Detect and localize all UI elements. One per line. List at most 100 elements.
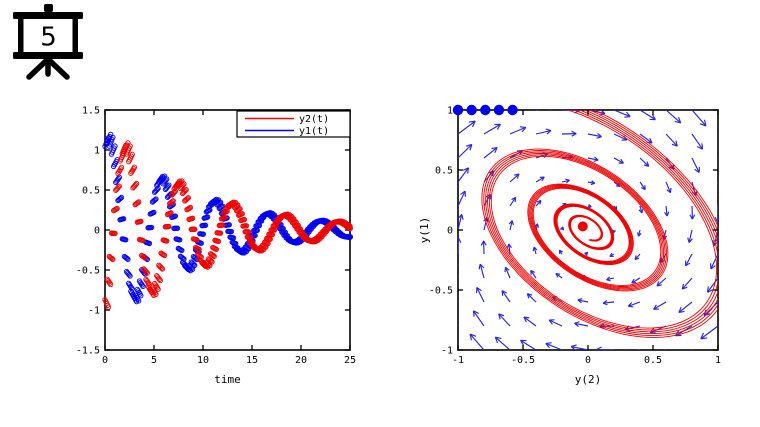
screen-bottom-rail — [13, 52, 83, 59]
marker-y2(t) — [181, 181, 187, 187]
marker-y1(t) — [256, 222, 263, 229]
marker-y2(t) — [237, 206, 243, 212]
quiver-arrowhead — [501, 290, 508, 294]
history-dot — [493, 104, 505, 116]
quiver-arrowhead — [525, 104, 529, 108]
quiver-arrowhead — [714, 217, 718, 223]
marker-y1(t) — [200, 231, 207, 237]
quiver-arrowhead — [626, 111, 631, 117]
marker-y2(t) — [172, 188, 179, 194]
quiver-arrow — [494, 336, 511, 350]
quiver-arrowhead — [533, 246, 538, 251]
marker-y1(t) — [205, 214, 211, 220]
quiver-arrow — [509, 173, 520, 183]
marker-y1(t) — [114, 157, 120, 163]
quiver-arrow — [458, 190, 466, 207]
marker-y2(t) — [217, 230, 224, 236]
quiver-arrow — [520, 339, 537, 350]
quiver-arrowhead — [656, 281, 660, 287]
quiver-arrowhead — [666, 211, 670, 217]
quiver-arrow — [472, 310, 485, 327]
quiver-arrowhead — [491, 147, 498, 150]
marker-y2(t) — [182, 187, 188, 194]
quiver-arrowhead — [696, 145, 703, 150]
marker-y1(t) — [129, 286, 135, 292]
marker-y2(t) — [142, 255, 148, 261]
marker-y2(t) — [133, 181, 139, 188]
quiver-arrowhead — [701, 143, 704, 150]
quiver-arrow — [710, 253, 718, 270]
time-series-tick-labels: 0 5 10 15 20 25 -1.5 -1 -0.5 0 0.5 1 1.5 — [76, 106, 356, 367]
quiver-arrow — [639, 181, 646, 190]
marker-y1(t) — [172, 213, 179, 219]
marker-y2(t) — [209, 259, 215, 265]
quiver-arrow — [535, 129, 552, 135]
quiver-arrowhead — [577, 299, 582, 304]
history-dot — [466, 104, 477, 116]
marker-y1(t) — [136, 298, 142, 304]
marker-y2(t) — [211, 253, 217, 259]
history-dot — [480, 104, 491, 116]
spiral-line — [488, 110, 718, 331]
tick-label: 1 — [94, 146, 100, 157]
quiver-arrow — [548, 319, 563, 327]
quiver-arrowhead — [467, 167, 470, 174]
quiver-arrowhead — [571, 133, 577, 137]
marker-y2(t) — [138, 218, 144, 225]
quiver-arrowhead — [624, 348, 627, 350]
quiver-arrowhead — [506, 243, 510, 249]
tick-label: 1 — [447, 106, 453, 117]
quiver-arrowhead — [724, 170, 725, 176]
quiver-arrowhead — [465, 143, 473, 147]
tick-label: -0.5 — [511, 355, 535, 366]
marker-y2(t) — [187, 204, 194, 211]
marker-y1(t) — [110, 134, 116, 140]
marker-y1(t) — [174, 225, 181, 231]
quiver-arrow — [665, 133, 678, 147]
marker-y2(t) — [338, 218, 345, 224]
quiver-arrowhead — [703, 119, 707, 127]
quiver-arrowhead — [649, 137, 653, 144]
tick-label: 0 — [102, 355, 108, 366]
quiver-arrowhead — [674, 120, 681, 124]
quiver-arrowhead — [536, 199, 542, 203]
marker-y2(t) — [239, 211, 245, 217]
marker-y1(t) — [124, 255, 130, 262]
quiver-arrowhead — [584, 252, 588, 257]
quiver-arrowhead — [671, 143, 678, 147]
quiver-arrowhead — [472, 310, 475, 317]
marker-y1(t) — [118, 194, 125, 201]
marker-y2(t) — [161, 252, 168, 259]
marker-y2(t) — [171, 189, 178, 195]
quiver-arrowhead — [545, 343, 550, 349]
quiver-arrowhead — [697, 356, 701, 362]
quiver-arrowhead — [445, 331, 451, 334]
tick-label: 20 — [295, 355, 307, 366]
marker-y1(t) — [153, 196, 159, 202]
quiver-arrowhead — [460, 190, 466, 195]
quiver-arrowhead — [473, 310, 480, 315]
quiver-arrowhead — [723, 149, 728, 153]
marker-y1(t) — [126, 272, 132, 278]
quiver-arrowhead — [565, 178, 570, 181]
quiver-arrowhead — [530, 270, 532, 275]
time-series-plot: 0 5 10 15 20 25 -1.5 -1 -0.5 0 0.5 1 1.5 y2(t) y1(t)… — [76, 106, 356, 387]
marker-y2(t) — [155, 286, 161, 292]
marker-y2(t) — [109, 255, 115, 262]
quiver-arrowhead — [458, 214, 463, 219]
marker-y1(t) — [347, 234, 353, 241]
quiver-arrow — [561, 156, 573, 159]
legend-box — [236, 110, 351, 138]
legend-label-y2: y2(t) — [299, 114, 329, 125]
marker-y1(t) — [123, 237, 129, 243]
marker-y1(t) — [120, 216, 127, 222]
tick-label: 0.5 — [644, 355, 662, 366]
quiver-arrowhead — [486, 217, 489, 223]
marker-y1(t) — [183, 262, 189, 269]
marker-y2(t) — [156, 276, 163, 282]
quiver-arrow — [574, 322, 589, 327]
slide-number: 5 — [40, 23, 57, 53]
quiver-arrowhead — [545, 128, 552, 132]
marker-y1(t) — [117, 195, 124, 201]
